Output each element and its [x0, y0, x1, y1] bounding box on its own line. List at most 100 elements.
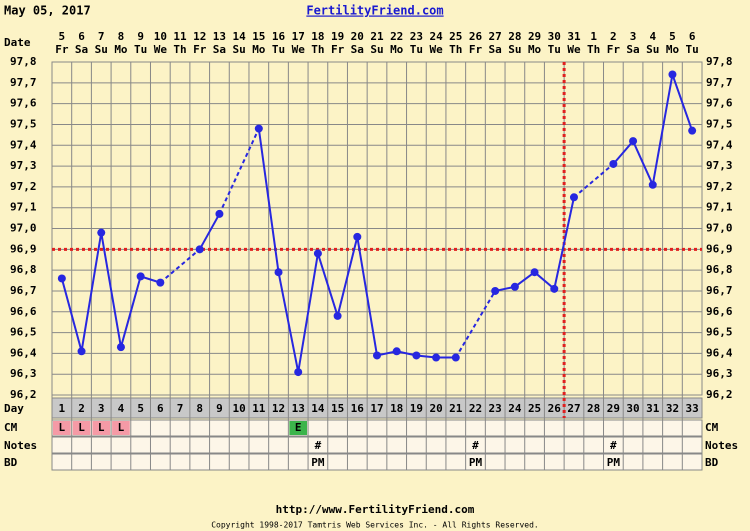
date-label: 28: [508, 30, 521, 43]
date-label: 5: [669, 30, 676, 43]
notes-label: #: [472, 439, 479, 452]
date-label: 9: [137, 30, 144, 43]
weekday-label: Mo: [114, 43, 128, 56]
notes-label: #: [315, 439, 322, 452]
row-background: [51, 436, 703, 454]
date-label: 14: [232, 30, 246, 43]
weekday-label: Th: [173, 43, 186, 56]
date-label: 5: [59, 30, 66, 43]
temperature-point: [254, 124, 263, 133]
y-tick-label: 96,7: [10, 284, 37, 297]
y-tick-label: 96,5: [10, 326, 37, 339]
bd-label: PM: [607, 456, 621, 469]
cm-label: L: [59, 421, 66, 434]
day-label: 19: [410, 402, 423, 415]
day-label: 8: [196, 402, 203, 415]
cm-cell: [112, 421, 130, 435]
weekday-label: Mo: [666, 43, 680, 56]
date-label: 17: [292, 30, 305, 43]
y-tick-label: 96,6: [10, 305, 37, 318]
date-label: 22: [390, 30, 403, 43]
weekday-label: Th: [587, 43, 600, 56]
temperature-point: [195, 245, 204, 254]
weekday-label: Sa: [75, 43, 88, 56]
day-label: 3: [98, 402, 105, 415]
temperature-point: [333, 311, 342, 320]
temperature-point: [629, 137, 638, 146]
weekday-label: We: [429, 43, 443, 56]
temperature-point: [353, 232, 362, 241]
bd-label: PM: [311, 456, 325, 469]
day-label: 13: [292, 402, 305, 415]
day-label: 29: [607, 402, 620, 415]
date-label: 6: [78, 30, 85, 43]
day-label: 32: [666, 402, 679, 415]
weekday-label: Tu: [548, 43, 561, 56]
temperature-point: [530, 268, 539, 277]
day-label: 9: [216, 402, 223, 415]
day-label: 23: [489, 402, 502, 415]
temperature-point: [294, 368, 303, 377]
temperature-point: [156, 278, 165, 287]
gap-connector: [218, 128, 260, 215]
day-label: 26: [548, 402, 562, 415]
y-tick-label: 96,2: [706, 388, 733, 401]
y-tick-label: 97,5: [10, 117, 37, 130]
temperature-point: [432, 353, 441, 362]
temperature-point: [510, 282, 519, 291]
temperature-point: [392, 347, 401, 356]
temperature-point: [136, 272, 145, 281]
y-tick-label: 97,4: [10, 138, 37, 151]
chart-title[interactable]: FertilityFriend.com: [306, 4, 443, 18]
y-tick-label: 97,0: [706, 222, 733, 235]
y-tick-label: 97,8: [10, 55, 37, 68]
y-tick-label: 96,8: [706, 263, 733, 276]
weekday-label: We: [154, 43, 168, 56]
day-label: 21: [449, 402, 463, 415]
footer-url[interactable]: http://www.FertilityFriend.com: [276, 503, 475, 516]
date-label: 29: [528, 30, 541, 43]
weekday-label: Su: [95, 43, 108, 56]
date-label: 30: [548, 30, 561, 43]
gap-connector: [159, 248, 201, 284]
cm-cell: [289, 421, 308, 435]
temperature-point: [491, 286, 500, 295]
date-label: 3: [630, 30, 637, 43]
row-label: CM: [705, 421, 719, 434]
day-label: 6: [157, 402, 164, 415]
date-label: 26: [469, 30, 483, 43]
y-tick-label: 96,5: [706, 326, 733, 339]
weekday-label: Su: [508, 43, 521, 56]
weekday-label: Tu: [410, 43, 423, 56]
temperature-point: [274, 268, 283, 277]
day-label: 20: [429, 402, 442, 415]
y-tick-label: 97,8: [706, 55, 733, 68]
temperature-point: [97, 228, 106, 237]
weekday-label: Fr: [607, 43, 621, 56]
gap-connector: [573, 163, 615, 199]
weekday-label: Th: [311, 43, 324, 56]
day-label: 11: [252, 402, 266, 415]
y-tick-label: 97,1: [706, 201, 733, 214]
y-tick-label: 96,2: [10, 388, 37, 401]
day-label: 14: [311, 402, 325, 415]
date-label: 25: [449, 30, 462, 43]
y-tick-label: 96,4: [706, 346, 733, 359]
cm-label: L: [118, 421, 125, 434]
weekday-label: Su: [232, 43, 245, 56]
weekday-label: We: [567, 43, 581, 56]
y-tick-label: 96,9: [706, 242, 733, 255]
date-label: 1: [590, 30, 597, 43]
weekday-label: Sa: [213, 43, 226, 56]
temperature-point: [412, 351, 421, 360]
date-label: 24: [429, 30, 443, 43]
cm-cell: [92, 421, 111, 435]
day-label: 7: [177, 402, 184, 415]
day-label: 22: [469, 402, 482, 415]
day-label: 30: [626, 402, 639, 415]
day-label: 12: [272, 402, 285, 415]
temperature-point: [313, 249, 322, 258]
temperature-point: [57, 274, 66, 283]
temperature-point: [569, 193, 578, 202]
day-label: 1: [59, 402, 66, 415]
